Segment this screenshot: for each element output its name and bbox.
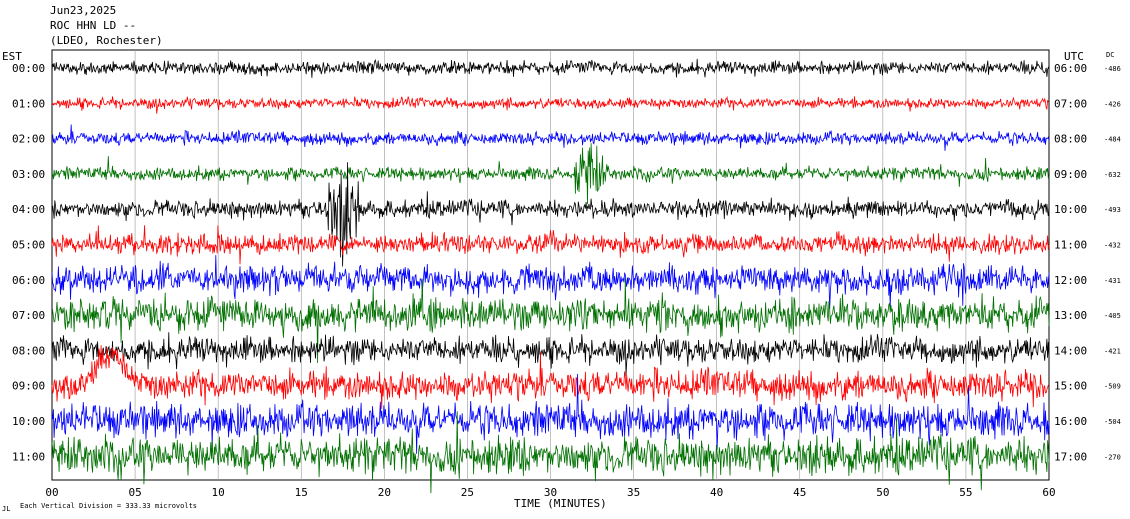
est-hour-label: 01:00: [12, 97, 45, 110]
left-axis-label: EST: [2, 50, 22, 63]
trace-line: [51, 162, 1050, 267]
est-labels: 00:00 01:00 02:00 03:00 04:00 05:00 06:00 07:00…: [12, 62, 45, 463]
header-date: Jun23,2025: [50, 4, 117, 17]
utc-hour-label: 16:00: [1054, 415, 1087, 428]
trace-line: [51, 58, 1050, 78]
est-hour-label: 07:00: [12, 309, 45, 322]
trace-line: [51, 332, 1050, 376]
trace-line: [51, 278, 1050, 364]
trace-line: [51, 411, 1050, 494]
trace-line: [51, 373, 1050, 454]
utc-hour-label: 06:00: [1054, 62, 1087, 75]
est-hour-label: 05:00: [12, 239, 45, 252]
trace-line: [51, 255, 1050, 310]
x-tick-label: 00: [45, 486, 58, 499]
x-tick-label: 30: [544, 486, 557, 499]
dc-offset-label: -421: [1104, 347, 1121, 355]
utc-hour-label: 13:00: [1054, 309, 1087, 322]
x-tick-label: 05: [128, 486, 141, 499]
utc-hour-label: 09:00: [1054, 168, 1087, 181]
x-tick-label: 10: [212, 486, 225, 499]
x-tick-label: 60: [1042, 486, 1055, 499]
utc-hour-label: 12:00: [1054, 274, 1087, 287]
est-hour-label: 10:00: [12, 415, 45, 428]
trace-line: [51, 225, 1050, 265]
dc-offset-label: -504: [1104, 418, 1121, 426]
dc-offset-label: -426: [1104, 100, 1121, 108]
utc-hour-label: 11:00: [1054, 239, 1087, 252]
dc-offset-label: -432: [1104, 242, 1121, 250]
utc-hour-label: 14:00: [1054, 344, 1087, 357]
utc-hour-label: 15:00: [1054, 380, 1087, 393]
corner-mark: JL: [2, 505, 10, 513]
dc-offset-label: -486: [1104, 65, 1121, 73]
dc-offset-label: -493: [1104, 206, 1121, 214]
dc-offset-label: -632: [1104, 171, 1121, 179]
dc-offset-label: -405: [1104, 312, 1121, 320]
est-hour-label: 09:00: [12, 380, 45, 393]
x-axis-label: TIME (MINUTES): [514, 497, 607, 510]
x-tick-label: 45: [793, 486, 806, 499]
trace-group: [51, 58, 1050, 494]
header-station: ROC HHN LD --: [50, 19, 137, 32]
est-hour-label: 04:00: [12, 203, 45, 216]
dc-offset-label: -509: [1104, 383, 1121, 391]
x-tick-label: 55: [959, 486, 972, 499]
dc-offset-label: -484: [1104, 136, 1121, 144]
dc-header-label: DC: [1106, 51, 1114, 59]
est-hour-label: 06:00: [12, 274, 45, 287]
trace-line: [51, 95, 1050, 114]
dc-offset-label: -431: [1104, 277, 1121, 285]
scale-note: Each Vertical Division = 333.33 microvol…: [20, 502, 197, 510]
x-tick-label: 50: [876, 486, 889, 499]
utc-hour-label: 17:00: [1054, 450, 1087, 463]
x-tick-label: 20: [378, 486, 391, 499]
est-hour-label: 00:00: [12, 62, 45, 75]
est-hour-label: 11:00: [12, 450, 45, 463]
right-axis-label: UTC: [1064, 50, 1084, 63]
utc-hour-label: 08:00: [1054, 133, 1087, 146]
trace-line: [51, 124, 1050, 151]
est-hour-label: 02:00: [12, 133, 45, 146]
est-hour-label: 08:00: [12, 344, 45, 357]
x-tick-label: 15: [295, 486, 308, 499]
utc-hour-label: 07:00: [1054, 97, 1087, 110]
x-tick-labels: 00 05 10 15 20 25 30 35 40 45 50 55 60: [45, 486, 1055, 499]
utc-hour-label: 10:00: [1054, 203, 1087, 216]
dc-offset-label: -270: [1104, 453, 1121, 461]
est-hour-label: 03:00: [12, 168, 45, 181]
x-tick-label: 35: [627, 486, 640, 499]
utc-labels: 06:00 07:00 08:00 09:00 10:00 11:00 12:00 13:00…: [1054, 62, 1087, 463]
x-tick-label: 25: [461, 486, 474, 499]
dc-labels: -486 -426 -484 -632 -493 -432 -431 -405 -421 -509…: [1104, 65, 1121, 461]
trace-line: [51, 345, 1049, 409]
grid-lines: [134, 50, 967, 480]
trace-line: [51, 143, 1050, 205]
header-network: (LDEO, Rochester): [50, 34, 163, 47]
x-tick-label: 40: [710, 486, 723, 499]
